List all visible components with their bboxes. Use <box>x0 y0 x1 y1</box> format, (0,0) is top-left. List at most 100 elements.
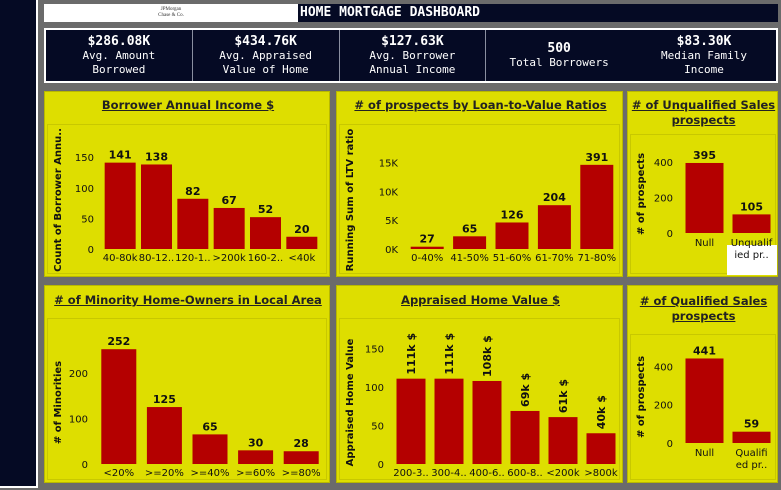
chart-title: # of Unqualified Sales prospects <box>628 98 779 128</box>
left-navigation-panel <box>0 0 38 488</box>
y-tick-label: 0 <box>82 460 88 471</box>
value-label: 391 <box>585 151 608 164</box>
x-tick-label: 120-1.. <box>175 253 210 264</box>
kpi-label: Annual Income <box>369 63 456 76</box>
kpi-label: Total Borrowers <box>509 56 609 69</box>
minority-chart: # of Minorities 0 100 200 252 <20% 125 >=20% 65 >… <box>53 335 321 479</box>
y-tick-label: 5K <box>385 216 398 227</box>
y-tick-label: 0 <box>88 245 94 256</box>
y-tick-label: 0K <box>385 245 398 256</box>
bar <box>146 407 182 464</box>
y-tick-label: 10K <box>379 187 399 198</box>
x-tick-label: <20% <box>103 468 134 479</box>
kpi-label: Avg. Borrower <box>369 49 456 62</box>
value-label: 395 <box>693 149 716 162</box>
value-label: 59 <box>744 418 759 431</box>
value-label: 108k $ <box>481 335 494 377</box>
y-tick-label: 100 <box>69 414 88 425</box>
y-tick-label: 50 <box>81 214 94 225</box>
chart-title: # of prospects by Loan-to-Value Ratios <box>354 98 607 112</box>
label-highlight <box>727 245 777 275</box>
bar <box>101 349 137 464</box>
value-label: 30 <box>248 436 264 449</box>
y-tick-label: 100 <box>75 184 94 195</box>
value-label: 126 <box>501 208 524 221</box>
x-tick-label: <40k <box>288 253 315 264</box>
panel-qualified: # of Qualified Sales prospects # of pros… <box>627 285 778 483</box>
y-tick-label: 0 <box>667 439 673 450</box>
kpi-label: Median Family <box>660 49 748 62</box>
x-tick-label: Null <box>695 448 714 459</box>
bar <box>250 217 281 249</box>
x-tick-label: 40-80k <box>103 253 138 264</box>
value-label: 61k $ <box>557 379 570 413</box>
x-tick-label: 61-70% <box>535 253 574 264</box>
bar <box>453 236 487 249</box>
x-tick-label: >=80% <box>282 468 321 479</box>
bar <box>104 162 136 249</box>
value-label: 204 <box>543 191 566 204</box>
x-tick-label: 51-60% <box>493 253 532 264</box>
chart-title: Appraised Home Value $ <box>401 293 560 307</box>
appraised-chart: Appraised Home Value 0 50 100 150 111k $ 200-3… <box>345 333 618 479</box>
x-tick-label: 160-2.. <box>248 253 283 264</box>
panel-minority: # of Minority Home-Owners in Local Area … <box>44 285 330 483</box>
y-tick-label: 50 <box>371 422 384 433</box>
y-tick-label: 400 <box>654 158 673 169</box>
kpi-value: $434.76K <box>234 34 297 49</box>
value-label: 52 <box>258 203 273 216</box>
y-axis-title: Count of Borrower Annu.. <box>53 128 64 272</box>
x-tick-label: >200k <box>213 253 246 264</box>
bar <box>238 450 274 464</box>
panel-ltv: # of prospects by Loan-to-Value Ratios R… <box>336 91 623 277</box>
bar <box>586 433 616 464</box>
kpi-avg-borrower-income[interactable]: $127.63K Avg. Borrower Annual Income <box>340 30 487 81</box>
value-label: 252 <box>107 335 130 348</box>
value-label: 82 <box>185 185 200 198</box>
bar <box>434 378 464 464</box>
unqualified-chart: # of prospects 0 200 400 395 Null 105 Unqualifi… <box>636 149 773 261</box>
kpi-median-family-income[interactable]: $83.30K Median Family Income <box>632 30 776 81</box>
chart-title: Borrower Annual Income $ <box>101 98 275 112</box>
kpi-value: $83.30K <box>676 34 732 49</box>
value-label: 65 <box>462 222 477 235</box>
bar <box>685 162 724 233</box>
kpi-total-borrowers[interactable]: 500 Total Borrowers <box>486 30 632 81</box>
bar <box>396 378 426 464</box>
bar <box>283 451 319 464</box>
value-label: 441 <box>693 344 716 357</box>
y-tick-label: 15K <box>379 159 399 170</box>
value-label: 69k $ <box>519 373 532 407</box>
value-label: 40k $ <box>595 395 608 429</box>
income-chart: Count of Borrower Annu.. 0 50 100 150 141 40-8… <box>53 128 318 272</box>
chart-title-line: prospects <box>671 309 736 323</box>
ltv-chart: Running Sum of LTV ratio 0K 5K 10K 15K 27 0-40… <box>345 129 616 272</box>
y-axis-title: # of Minorities <box>53 361 64 444</box>
kpi-label: Borrowed <box>92 63 146 76</box>
kpi-value: $127.63K <box>381 34 444 49</box>
chart-title: # of Qualified Sales prospects <box>628 294 779 324</box>
value-label: 67 <box>222 194 237 207</box>
logo-line-1: JPMorgan <box>160 7 182 12</box>
x-tick-label: 41-50% <box>450 253 489 264</box>
x-tick-label: 400-6.. <box>469 468 504 479</box>
x-tick-label: <200k <box>546 468 579 479</box>
kpi-avg-appraised-value[interactable]: $434.76K Avg. Appraised Value of Home <box>193 30 340 81</box>
kpi-strip: $286.08K Avg. Amount Borrowed $434.76K A… <box>44 28 634 83</box>
kpi-value: $286.08K <box>87 34 151 49</box>
value-label: 28 <box>294 437 309 450</box>
value-label: 125 <box>153 393 176 406</box>
bar <box>472 380 502 464</box>
value-label: 141 <box>109 149 132 162</box>
kpi-label: Avg. Appraised <box>219 49 312 62</box>
x-tick-label: Qualifi <box>735 448 767 459</box>
qualified-chart: # of prospects 0 200 400 441 Null 59 Qualified … <box>636 344 771 471</box>
value-label: 111k $ <box>405 333 418 375</box>
x-tick-label: 0-40% <box>411 253 443 264</box>
x-tick-label: 200-3.. <box>393 468 428 479</box>
y-tick-label: 150 <box>75 153 94 164</box>
value-label: 105 <box>740 200 763 213</box>
kpi-avg-amount-borrowed[interactable]: $286.08K Avg. Amount Borrowed <box>46 30 193 81</box>
kpi-value: 500 <box>547 41 571 56</box>
x-tick-label: >=20% <box>145 468 184 479</box>
